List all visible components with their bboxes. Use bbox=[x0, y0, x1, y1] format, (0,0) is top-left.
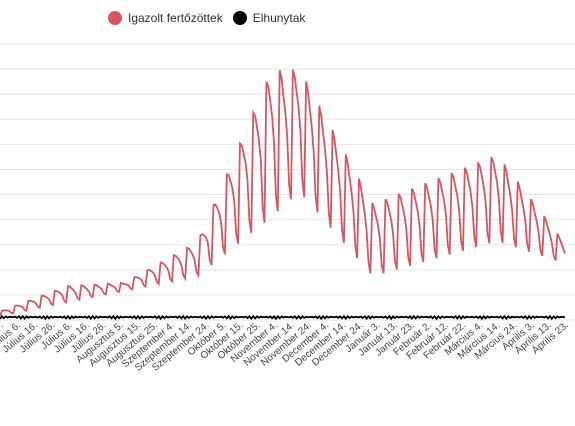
legend-item-deaths[interactable]: Elhunytak bbox=[232, 11, 306, 25]
legend-label-deaths: Elhunytak bbox=[252, 11, 306, 25]
legend-swatch-deaths bbox=[232, 11, 247, 25]
legend-item-cases[interactable]: Igazolt fertőzöttek bbox=[108, 11, 223, 25]
legend-label-cases: Igazolt fertőzöttek bbox=[128, 11, 223, 25]
series-line-deaths bbox=[0, 314, 566, 321]
legend: Igazolt fertőzöttek Elhunytak bbox=[108, 8, 305, 28]
series-line-cases bbox=[0, 69, 566, 317]
legend-swatch-cases bbox=[108, 11, 122, 25]
